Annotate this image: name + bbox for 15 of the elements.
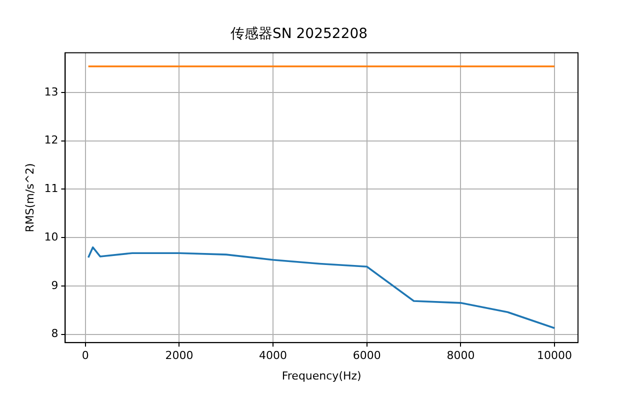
y-tick-label: 9 [51, 278, 58, 292]
x-axis-title: Frequency(Hz) [282, 369, 362, 382]
y-axis-title: RMS(m/s^2) [23, 163, 36, 232]
x-tick-label: 4000 [259, 349, 288, 362]
y-tick-label: 10 [44, 230, 58, 244]
x-tick-label: 2000 [165, 349, 194, 362]
y-tick-label: 8 [51, 327, 58, 340]
x-tick-label: 6000 [352, 349, 381, 362]
x-tick-label: 0 [82, 349, 89, 362]
x-tick-label: 10000 [537, 349, 572, 362]
y-tick-label: 12 [44, 134, 58, 147]
x-tick-label: 8000 [446, 349, 475, 362]
y-tick-label: 11 [44, 182, 58, 196]
chart-title: 传感器SN 20252208 [230, 26, 368, 42]
y-tick-label: 13 [44, 85, 58, 98]
